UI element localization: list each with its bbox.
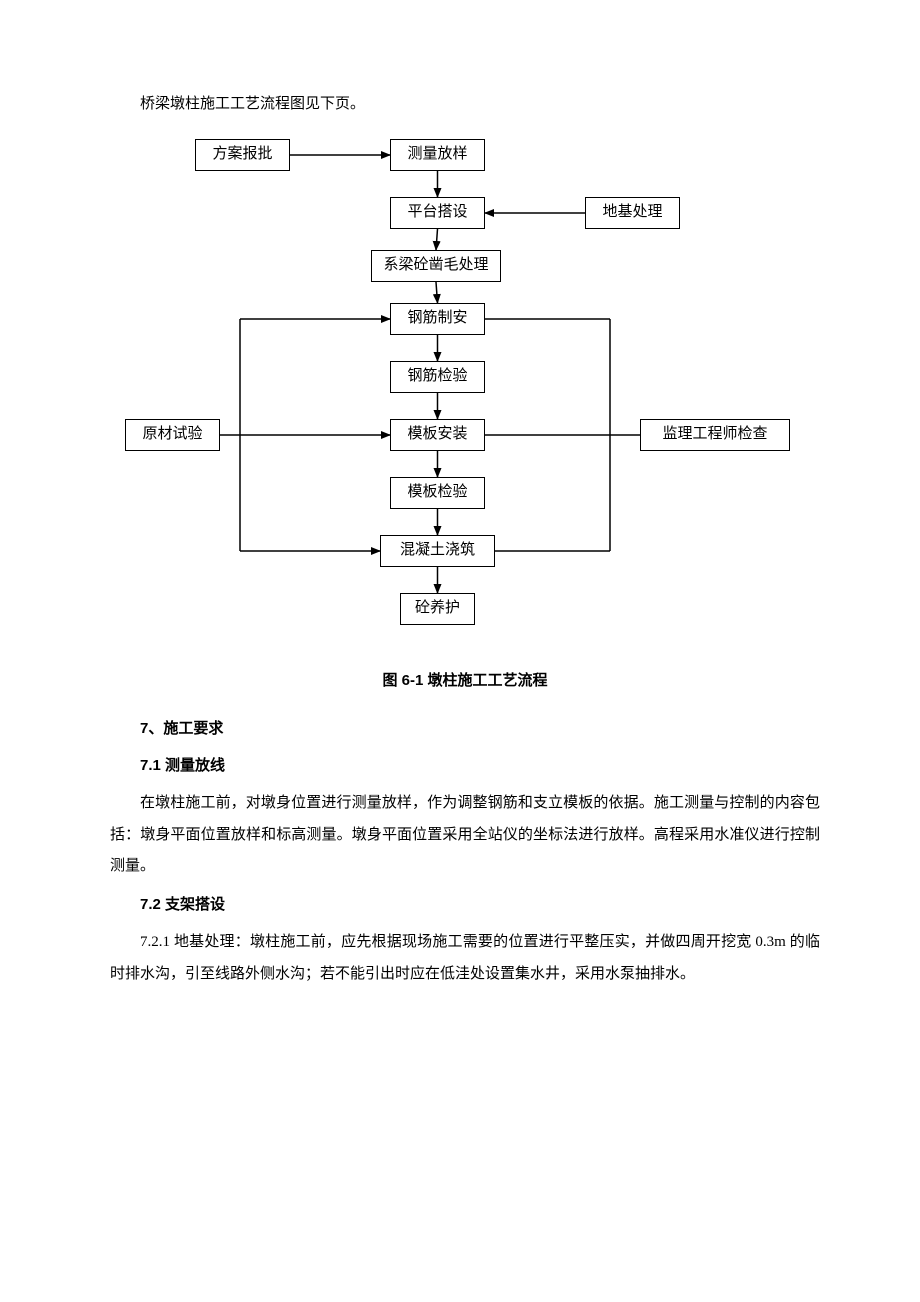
intro-paragraph: 桥梁墩柱施工工艺流程图见下页。 — [110, 90, 820, 119]
flowchart-node-n5: 系梁砼凿毛处理 — [371, 250, 501, 282]
flowchart-node-n4: 地基处理 — [585, 197, 680, 229]
figure-caption: 图 6-1 墩柱施工工艺流程 — [110, 667, 820, 696]
section-7-1-heading: 7.1 测量放线 — [110, 752, 820, 781]
flowchart-node-n1: 方案报批 — [195, 139, 290, 171]
flowchart-node-n12: 混凝土浇筑 — [380, 535, 495, 567]
section-7-2-1-body: 7.2.1 地基处理：墩柱施工前，应先根据现场施工需要的位置进行平整压实，并做四… — [110, 927, 820, 990]
flowchart-node-n6: 钢筋制安 — [390, 303, 485, 335]
flowchart: 方案报批 测量放样平台搭设 地基处理系梁砼凿毛处理钢筋制安钢筋检验原材试验 模板安装 监… — [125, 139, 805, 659]
section-7-2-heading: 7.2 支架搭设 — [110, 891, 820, 920]
flowchart-node-n2: 测量放样 — [390, 139, 485, 171]
section-7-heading: 7、施工要求 — [110, 715, 820, 744]
flowchart-node-n11: 模板检验 — [390, 477, 485, 509]
flowchart-node-n9: 模板安装 — [390, 419, 485, 451]
flowchart-container: 方案报批 测量放样平台搭设 地基处理系梁砼凿毛处理钢筋制安钢筋检验原材试验 模板安装 监… — [110, 139, 820, 659]
section-7-1-body: 在墩柱施工前，对墩身位置进行测量放样，作为调整钢筋和支立模板的依据。施工测量与控… — [110, 788, 820, 883]
flowchart-node-n3: 平台搭设 — [390, 197, 485, 229]
flowchart-node-n13: 砼养护 — [400, 593, 475, 625]
flowchart-node-n10: 监理工程师检查 — [640, 419, 790, 451]
flowchart-node-n7: 钢筋检验 — [390, 361, 485, 393]
flowchart-node-n8: 原材试验 — [125, 419, 220, 451]
